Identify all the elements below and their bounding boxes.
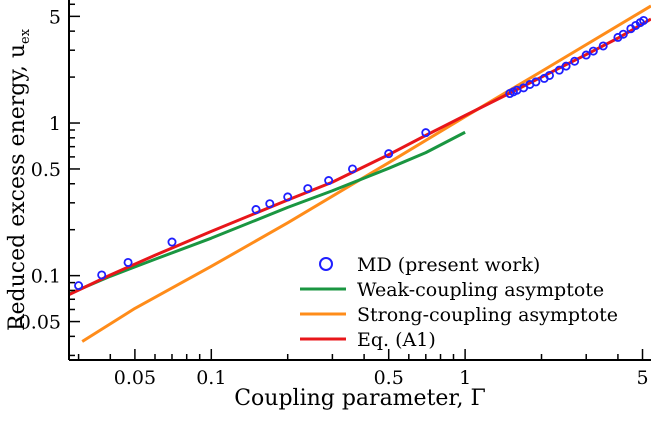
ticks-layer <box>69 3 644 360</box>
data-point <box>531 77 541 87</box>
series-line-1 <box>69 130 466 296</box>
data-point <box>554 65 564 75</box>
data-point <box>265 199 275 209</box>
y-tick-label: 0.05 <box>19 312 61 334</box>
y-tick-label: 5 <box>49 6 61 28</box>
data-point <box>347 164 357 174</box>
data-point <box>251 205 261 215</box>
tick-labels-layer: 0.05 0.1 0.5 1 5 0.05 0.1 0.5 1 5 <box>19 6 649 389</box>
data-point <box>123 257 133 267</box>
y-tick-label: 1 <box>49 113 61 135</box>
legend-label-md: MD (present work) <box>357 254 540 276</box>
data-point <box>639 15 649 25</box>
y-axis-title-subscript: ex <box>18 28 33 44</box>
data-point <box>384 149 394 159</box>
x-tick-label: 5 <box>636 367 648 389</box>
data-point <box>303 184 313 194</box>
legend-label-weak: Weak-coupling asymptote <box>357 279 604 301</box>
legend-marker-md <box>319 257 333 271</box>
x-axis-title: Coupling parameter, Γ <box>234 386 486 411</box>
legend-entry-md: MD (present work) <box>319 254 540 276</box>
data-point <box>74 281 84 291</box>
legend-label-eq: Eq. (A1) <box>357 329 436 351</box>
series-line-2 <box>81 4 651 343</box>
x-tick-label: 0.5 <box>374 367 404 389</box>
data-point <box>581 50 591 60</box>
x-tick-label: 0.05 <box>114 367 156 389</box>
y-axis-title: Reduced excess energy, uex <box>5 28 33 331</box>
y-axis-title-main: Reduced excess energy, u <box>5 44 30 331</box>
legend-label-strong: Strong-coupling asymptote <box>357 304 618 326</box>
legend: MD (present work) Weak-coupling asymptot… <box>300 254 618 351</box>
legend-entry-eq: Eq. (A1) <box>300 329 436 351</box>
data-point <box>167 237 177 247</box>
y-tick-label: 0.1 <box>31 266 61 288</box>
y-tick-label: 0.5 <box>31 159 61 181</box>
data-point <box>544 70 554 80</box>
data-point <box>588 46 598 56</box>
data-point <box>283 192 293 202</box>
legend-entry-strong: Strong-coupling asymptote <box>300 304 618 326</box>
data-point <box>421 128 431 138</box>
legend-entry-weak: Weak-coupling asymptote <box>300 279 604 301</box>
data-point <box>561 61 571 71</box>
x-tick-label: 1 <box>459 367 471 389</box>
series-layer <box>69 4 651 343</box>
x-tick-label: 0.1 <box>196 367 226 389</box>
data-point <box>598 41 608 51</box>
data-point <box>97 270 107 280</box>
data-point <box>570 56 580 66</box>
data-point <box>618 29 628 39</box>
series-line-3 <box>69 17 651 297</box>
data-point <box>324 176 334 186</box>
